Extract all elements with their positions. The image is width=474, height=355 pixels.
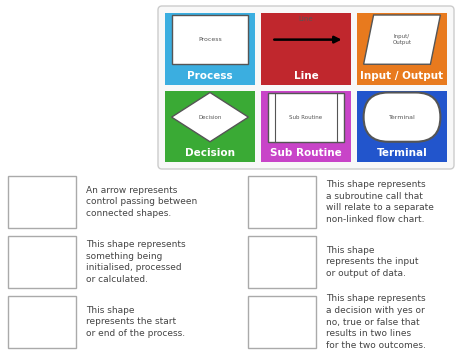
Bar: [261, 13, 351, 84]
Text: This shape represents
a subroutine call that
will relate to a separate
non-linke: This shape represents a subroutine call …: [326, 180, 434, 224]
Bar: [8, 236, 76, 288]
Text: Decision: Decision: [198, 115, 222, 120]
Polygon shape: [364, 15, 440, 64]
Text: This shape represents
something being
initialised, processed
or calculated.: This shape represents something being in…: [86, 240, 186, 284]
Bar: [248, 236, 316, 288]
Bar: [268, 93, 345, 142]
Bar: [8, 176, 76, 228]
Text: Line: Line: [293, 71, 319, 81]
Bar: [357, 91, 447, 162]
Bar: [165, 91, 255, 162]
Text: Terminal: Terminal: [389, 115, 415, 120]
Text: Process: Process: [187, 71, 233, 81]
Bar: [172, 15, 248, 64]
Text: This shape
represents the input
or output of data.: This shape represents the input or outpu…: [326, 246, 419, 278]
Bar: [261, 91, 351, 162]
FancyBboxPatch shape: [158, 6, 454, 169]
Bar: [8, 296, 76, 348]
Bar: [357, 13, 447, 84]
Text: Terminal: Terminal: [377, 148, 428, 158]
Text: This shape represents
a decision with yes or
no, true or false that
results in t: This shape represents a decision with ye…: [326, 294, 426, 350]
Bar: [268, 15, 345, 64]
Bar: [248, 296, 316, 348]
Text: Sub Routine: Sub Routine: [270, 148, 342, 158]
Text: Process: Process: [198, 37, 222, 42]
Text: Sub Routine: Sub Routine: [290, 115, 323, 120]
Bar: [165, 13, 255, 84]
Text: Line: Line: [299, 16, 313, 22]
Text: Decision: Decision: [185, 148, 235, 158]
Text: Input/
Output: Input/ Output: [392, 34, 411, 45]
Text: An arrow represents
control passing between
connected shapes.: An arrow represents control passing betw…: [86, 186, 197, 218]
Bar: [248, 176, 316, 228]
FancyBboxPatch shape: [364, 93, 440, 142]
Polygon shape: [172, 93, 248, 142]
Text: This shape
represents the start
or end of the process.: This shape represents the start or end o…: [86, 306, 185, 338]
Text: Input / Output: Input / Output: [360, 71, 444, 81]
